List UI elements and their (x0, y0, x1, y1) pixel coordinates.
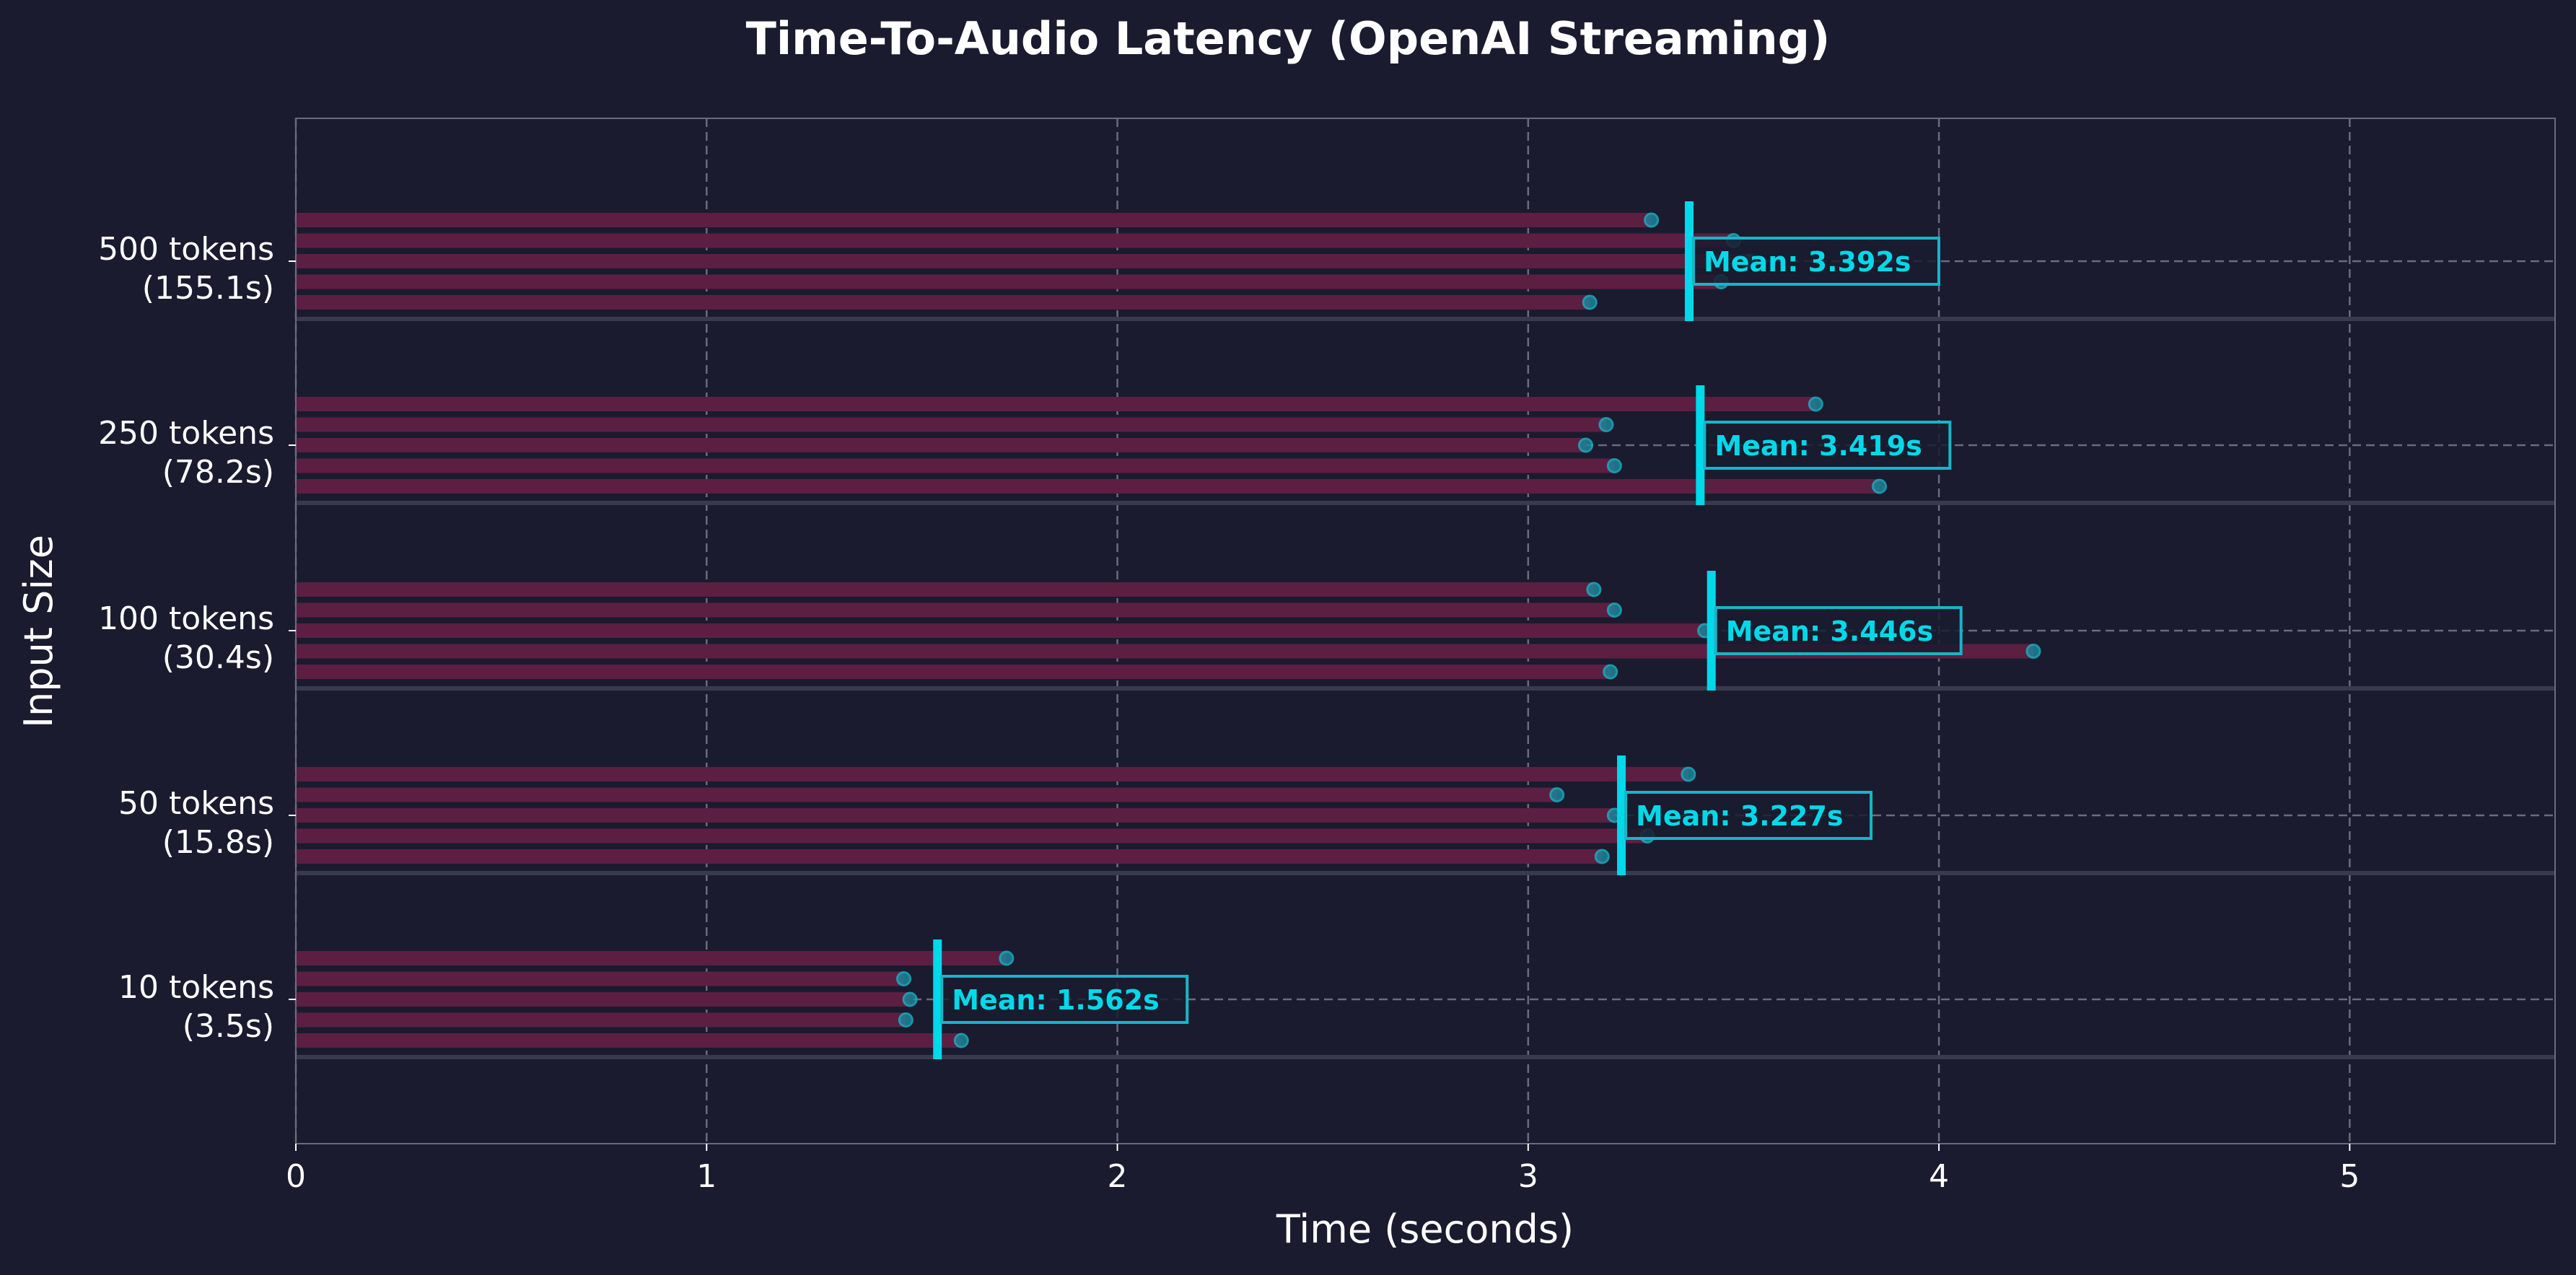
latency-bar (296, 233, 1734, 248)
mean-label: Mean: 3.446s (1726, 615, 1934, 647)
mean-label-box (1624, 791, 1873, 840)
latency-bar (296, 808, 1615, 823)
latency-bar (296, 828, 1647, 844)
y-tick-label: 50 tokens (118, 785, 274, 822)
latency-dot (1578, 437, 1594, 453)
mean-line (1696, 385, 1705, 505)
y-ticks: 500 tokens(155.1s) 250 tokens(78.2s) 100 t… (98, 231, 296, 1045)
x-tick-label: 0 (286, 1158, 306, 1195)
latency-bar (296, 582, 1594, 597)
latency-dot (1582, 294, 1598, 310)
latency-dot (1606, 603, 1622, 618)
group-baseline (296, 686, 2555, 691)
latency-bar (296, 1012, 906, 1028)
x-tick-label: 1 (696, 1158, 717, 1195)
latency-dot (1681, 766, 1696, 782)
group-baseline (296, 501, 2555, 505)
mean-line (1707, 571, 1716, 691)
y-tick-sublabel: (78.2s) (162, 454, 274, 491)
latency-bar (296, 603, 1615, 618)
x-tick-label: 2 (1108, 1158, 1128, 1195)
latency-bar (296, 417, 1606, 432)
latency-dot (1872, 478, 1888, 494)
latency-bar (296, 992, 911, 1007)
mean-label: Mean: 3.227s (1636, 800, 1844, 832)
y-tick-label: 10 tokens (118, 969, 274, 1006)
latency-bar (296, 1033, 962, 1048)
mean-label: Mean: 1.562s (952, 984, 1160, 1016)
latency-dot (1586, 582, 1602, 597)
latency-dot (1808, 396, 1823, 412)
latency-bar (296, 849, 1603, 864)
latency-bar (296, 295, 1590, 310)
latency-bar (296, 274, 1722, 289)
y-axis-label: Input Size (16, 535, 61, 728)
mean-label-box (1714, 606, 1963, 655)
x-axis-label: Time (seconds) (1276, 1206, 1574, 1252)
x-tick-label: 4 (1929, 1158, 1949, 1195)
y-tick-sublabel: (3.5s) (183, 1008, 274, 1045)
latency-bar (296, 623, 1705, 638)
latency-bar (296, 644, 2034, 659)
mean-line (1617, 755, 1626, 875)
mean-label-box (940, 975, 1189, 1024)
latency-dot (1594, 849, 1610, 864)
marks: Mean: 3.392s Mean: 3.419s Mean: 3.446s Mean… (296, 201, 2555, 1059)
latency-bar (296, 213, 1652, 227)
latency-bar (296, 767, 1688, 781)
mean-line (933, 939, 942, 1059)
latency-dot (898, 1012, 914, 1028)
latency-dot (1598, 417, 1614, 432)
x-tick-label: 3 (1518, 1158, 1538, 1195)
group-baseline (296, 1055, 2555, 1059)
chart-title: Time-To-Audio Latency (OpenAI Streaming) (746, 12, 1831, 65)
y-tick-label: 250 tokens (98, 415, 274, 452)
latency-bar (296, 397, 1816, 411)
mean-label-box (1691, 237, 1940, 286)
mean-line (1684, 201, 1694, 321)
latency-dot (902, 991, 918, 1007)
latency-bar (296, 665, 1611, 679)
y-tick-label: 500 tokens (98, 231, 274, 268)
latency-dot (1606, 458, 1622, 473)
mean-label: Mean: 3.419s (1714, 430, 1922, 462)
latency-dot (1644, 212, 1660, 228)
x-tick-label: 5 (2339, 1158, 2360, 1195)
latency-dot (1603, 664, 1618, 680)
latency-bar (296, 254, 1751, 268)
x-ticks: 0 1 2 3 4 5 (286, 1144, 2360, 1195)
latency-dot (1549, 787, 1565, 802)
group-baseline (296, 871, 2555, 875)
y-tick-sublabel: (15.8s) (162, 824, 274, 861)
y-tick-sublabel: (30.4s) (162, 639, 274, 676)
mean-label: Mean: 3.392s (1704, 246, 1911, 278)
y-tick-label: 100 tokens (98, 600, 274, 637)
latency-bar (296, 438, 1586, 452)
latency-dot (953, 1033, 969, 1048)
group-baseline (296, 317, 2555, 321)
mean-label-box (1703, 421, 1952, 470)
y-tick-sublabel: (155.1s) (142, 270, 274, 307)
latency-dot (896, 971, 912, 986)
latency-bar (296, 971, 904, 986)
latency-bar (296, 951, 1007, 965)
latency-dot (999, 950, 1015, 966)
latency-bar (296, 479, 1880, 494)
latency-bar (296, 787, 1557, 802)
latency-bar (296, 458, 1615, 473)
latency-dot (2025, 644, 2041, 659)
